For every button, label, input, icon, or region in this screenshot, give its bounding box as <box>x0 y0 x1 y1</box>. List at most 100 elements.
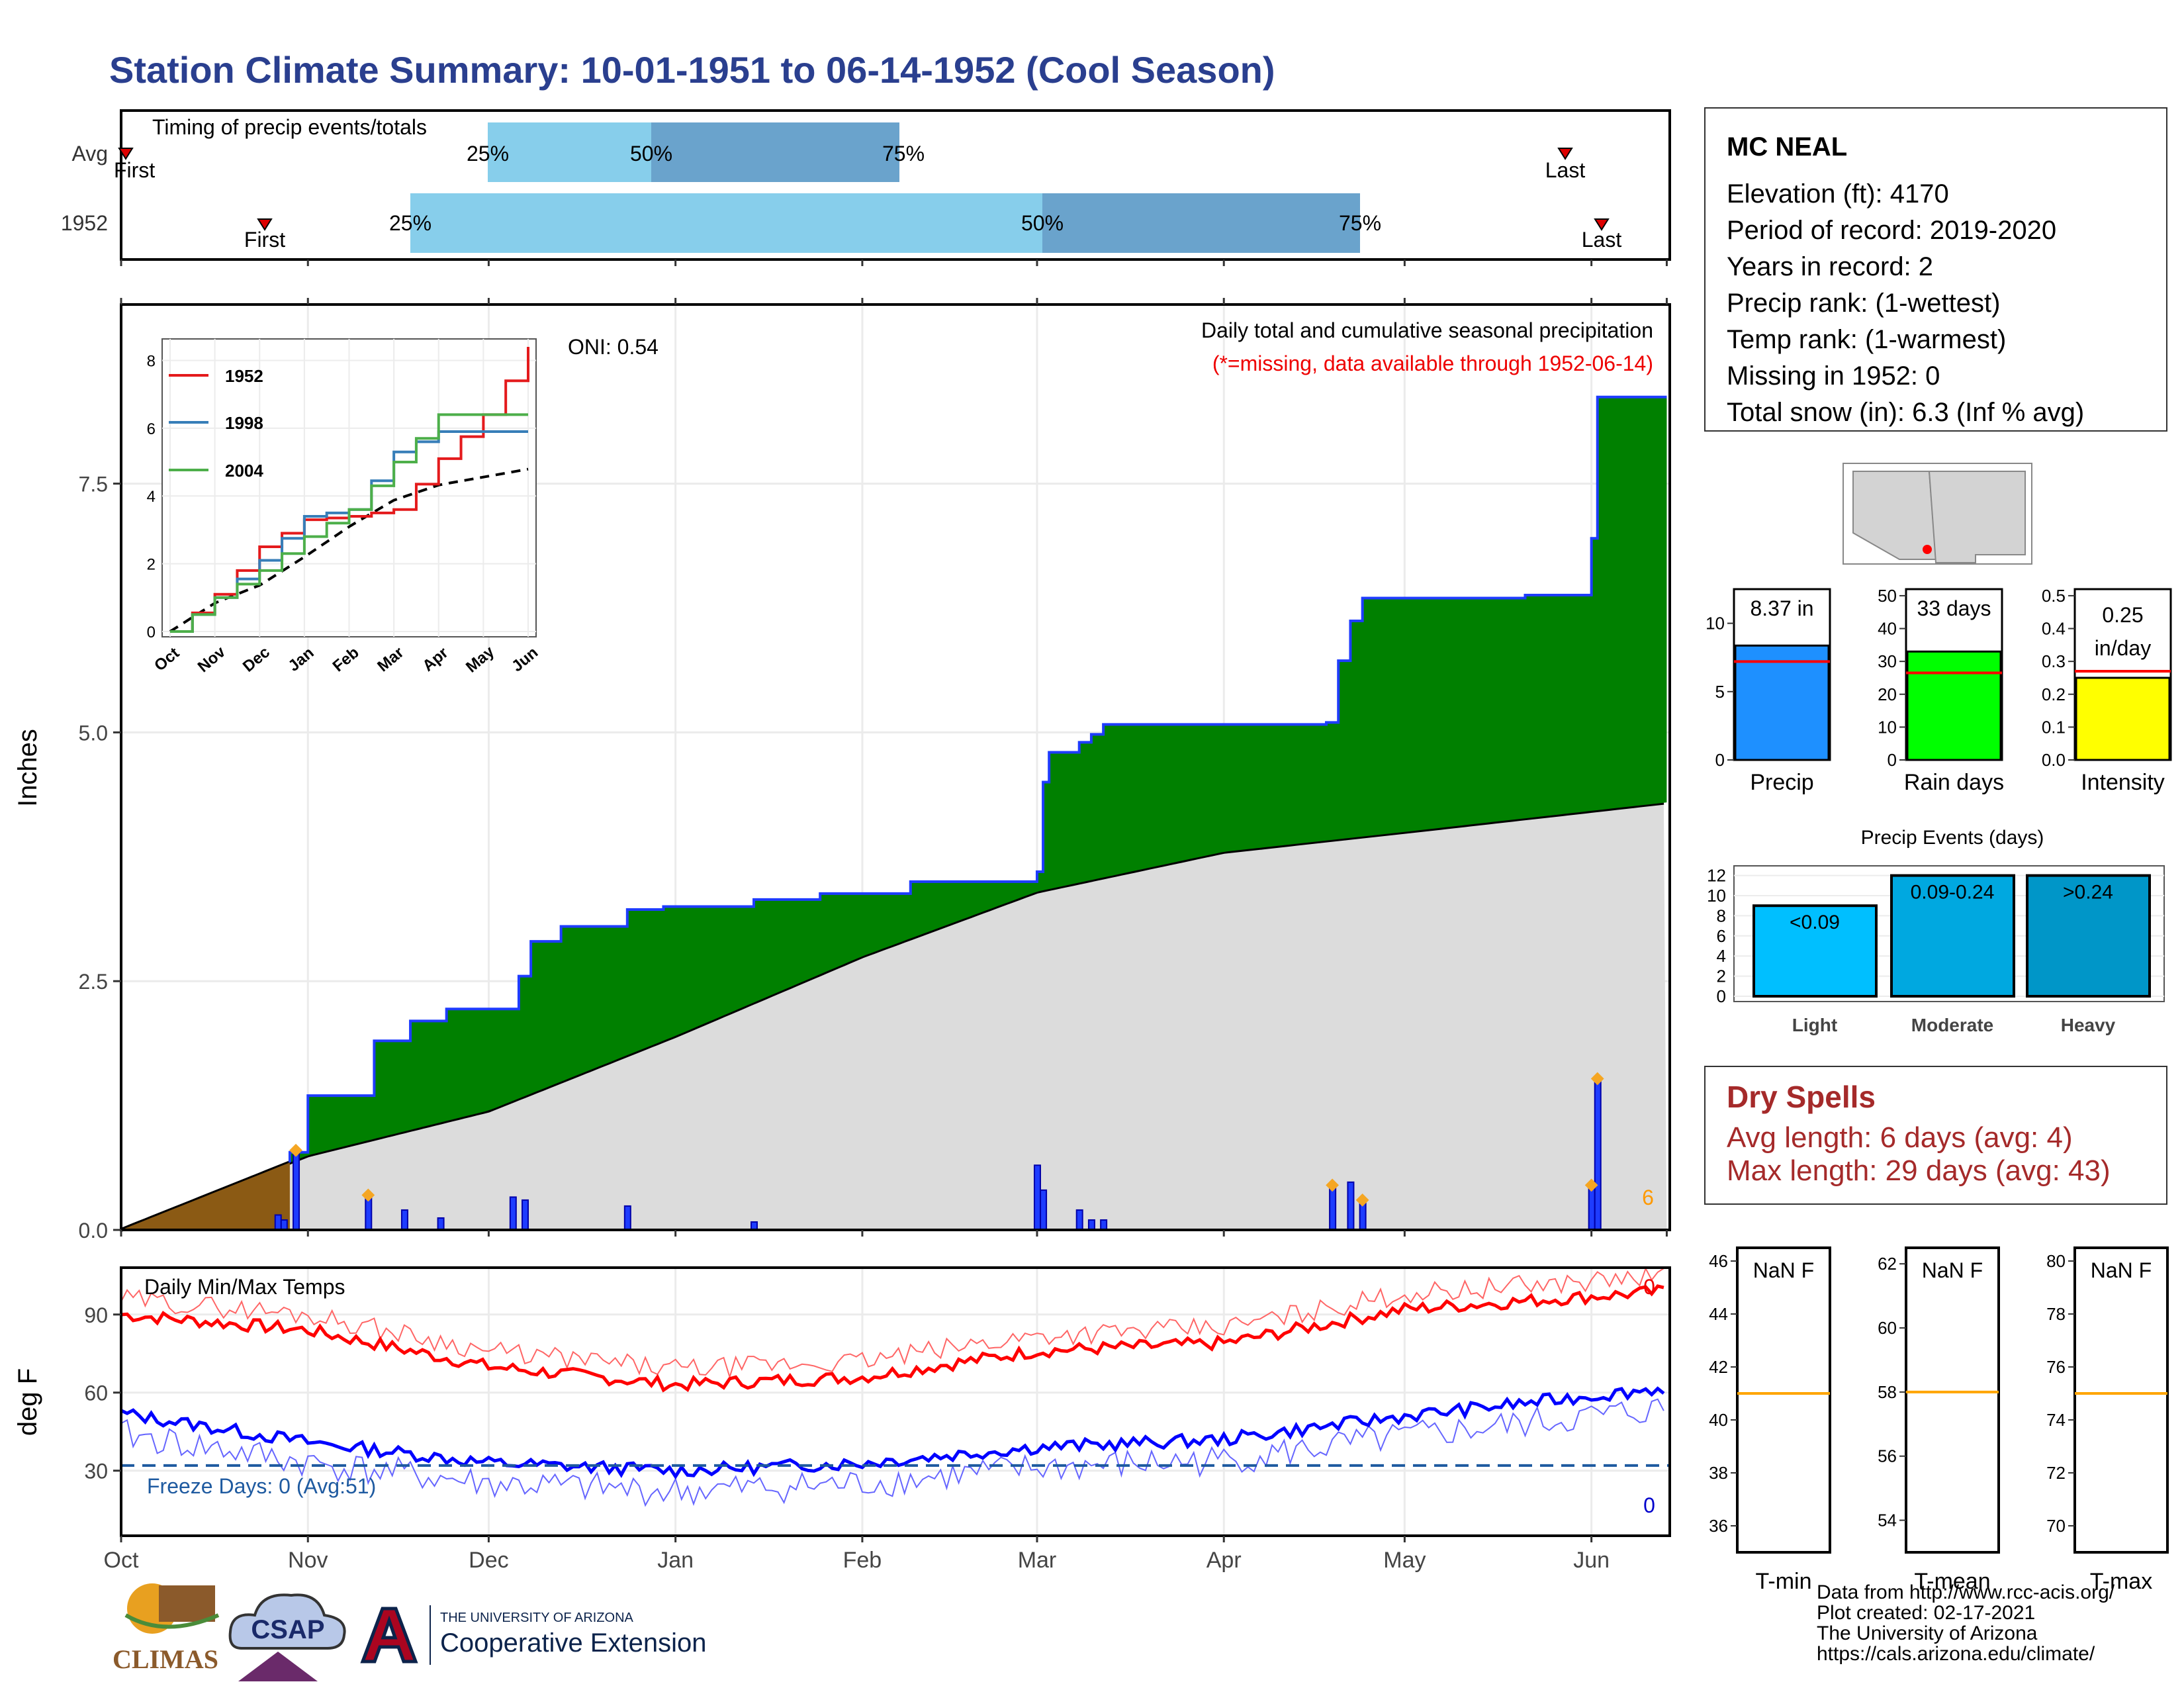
temp-box-value: NaN F <box>1922 1258 1983 1282</box>
y1952-first-label: First <box>244 228 285 252</box>
precip-y-label: Inches <box>13 729 42 807</box>
avg-max-temp-line <box>120 1266 1664 1380</box>
csap-cloud-icon <box>228 1593 346 1650</box>
inset-y-tick-label: 6 <box>147 420 156 438</box>
month-axis-labels: Oct Nov Dec Jan Feb Mar Apr May Jun <box>104 1536 1610 1573</box>
temp-box-frame-T-min <box>1736 1246 1831 1554</box>
station-total-snow: Total snow (in): 6.3 (Inf % avg) <box>1727 398 2085 427</box>
daily-precip-bar <box>437 1217 445 1231</box>
station-missing: Missing in 1952: 0 <box>1727 361 1940 391</box>
month-label-Nov: Nov <box>288 1548 328 1573</box>
daily-precip-bar <box>1588 1184 1596 1231</box>
station-period: Period of record: 2019-2020 <box>1727 216 2057 245</box>
mini-value-text: 8.37 in <box>1750 596 1813 620</box>
timing-title: Timing of precip events/totals <box>152 115 427 139</box>
events-x-label-Light: Light <box>1792 1015 1837 1035</box>
daily-precip-bar <box>274 1214 282 1231</box>
events-y-tick-label: 8 <box>1717 906 1726 925</box>
mini-label-Rain days: Rain days <box>1904 770 2004 795</box>
daily-precip-bar <box>1033 1164 1041 1231</box>
legend-1998-label: 1998 <box>225 413 263 433</box>
daily-precip-bar <box>293 1149 300 1231</box>
mini-label-Precip: Precip <box>1750 770 1813 795</box>
month-label-Dec: Dec <box>469 1548 508 1573</box>
snow-diamond-marker <box>361 1188 375 1202</box>
mini-value-bar <box>1734 644 1830 761</box>
station-elevation: Elevation (ft): 4170 <box>1727 179 1949 209</box>
inset-series-2004 <box>170 413 528 633</box>
mini-y-tick-label: 30 <box>1878 651 1897 671</box>
mini-y-tick-label: 20 <box>1878 684 1897 704</box>
month-label-Jun: Jun <box>1573 1548 1610 1573</box>
daily-precip-bar <box>1087 1219 1095 1231</box>
temp-box-y-tick-label: 70 <box>2046 1516 2066 1536</box>
mini-y-tick-label: 10 <box>1878 717 1897 737</box>
avg-q2-bar <box>651 122 899 182</box>
max-temp-count: 0 <box>1643 1275 1655 1299</box>
events-y-tick-label: 4 <box>1717 946 1726 966</box>
temp-box-frame-T-mean <box>1905 1246 2000 1554</box>
dry-spells-avg: Avg length: 6 days (avg: 4) <box>1727 1121 2073 1154</box>
temp-box-label-T-min: T-min <box>1756 1569 1812 1594</box>
temp-box-y-tick-label: 62 <box>1878 1254 1897 1274</box>
y1952-last-label: Last <box>1582 228 1622 252</box>
daily-precip-bar <box>280 1219 288 1231</box>
y1952-25-label: 25% <box>389 211 432 235</box>
temp-box-y-tick-label: 80 <box>2046 1251 2066 1271</box>
temp-box-y-tick-label: 76 <box>2046 1357 2066 1377</box>
inset-grid <box>162 339 536 637</box>
preseason-normal-area <box>121 1162 290 1230</box>
station-years: Years in record: 2 <box>1727 252 1934 281</box>
station-temp-rank: Temp rank: (1-warmest) <box>1727 325 2007 354</box>
temp-box-y-tick-label: 60 <box>1878 1318 1897 1338</box>
mini-y-tick-label: 50 <box>1878 586 1897 606</box>
min-temp-count: 0 <box>1643 1493 1655 1517</box>
footer-university: The University of Arizona <box>1817 1622 2038 1644</box>
temp-y-tick-label: 90 <box>84 1303 108 1327</box>
events-y-tick-label: 6 <box>1717 926 1726 946</box>
temp-box-y-tick-label: 44 <box>1709 1304 1728 1324</box>
mini-y-tick-label: 0.4 <box>2042 619 2066 639</box>
temp-plot-frame <box>120 1266 1671 1537</box>
footer-data-source: Data from http://www.rcc-acis.org/ <box>1817 1581 2115 1603</box>
y1952-75-label: 75% <box>1339 211 1381 235</box>
climas-logo: CLIMAS <box>113 1583 220 1674</box>
inset-lines <box>169 347 529 633</box>
temp-box-y-tick-label: 56 <box>1878 1446 1897 1466</box>
avg-last-label: Last <box>1545 158 1586 182</box>
temp-box-y-tick-label: 36 <box>1709 1516 1728 1536</box>
inset-y-tick-label: 4 <box>147 488 156 506</box>
precip-y-tick-label: 2.5 <box>79 970 108 994</box>
csap-mountain-icon <box>238 1652 318 1681</box>
csap-logo-text: CSAP <box>251 1615 324 1644</box>
new-mexico-shape <box>1928 471 2026 563</box>
observed-excess-area <box>289 397 1667 1163</box>
precip-chart: 0.0 2.5 5.0 7.5 Inches ONI: 0.54 Daily tota… <box>13 298 1671 1243</box>
events-y-tick-label: 12 <box>1707 866 1726 886</box>
month-label-Apr: Apr <box>1206 1548 1242 1573</box>
y1952-first-marker <box>257 218 273 231</box>
mini-label-Intensity: Intensity <box>2081 770 2165 795</box>
events-bar-Moderate <box>1890 874 2015 998</box>
mini-value-bar <box>1906 650 2002 761</box>
mini-y-tick-label: 0 <box>1715 750 1725 770</box>
mini-value-unit: in/day <box>2095 636 2151 660</box>
temp-y-label: deg F <box>13 1368 42 1436</box>
snow-diamond-marker <box>289 1143 302 1157</box>
legend-2004-label: 2004 <box>225 461 263 481</box>
temp-summary-boxes: 36 38 40 42 44 46 NaN F T-min 54 56 58 60 62 NaN F T-m… <box>1709 1246 2169 1594</box>
legend-1952-label: 1952 <box>225 366 263 386</box>
daily-precip-bar <box>1100 1219 1108 1231</box>
avg-min-temp-line <box>120 1398 1664 1507</box>
mini-y-tick-label: 0.3 <box>2042 651 2066 671</box>
temp-box-y-tick-label: 58 <box>1878 1382 1897 1402</box>
temp-box-y-tick-label: 78 <box>2046 1304 2066 1324</box>
mini-y-tick-label: 0.2 <box>2042 684 2066 704</box>
climas-swoosh-icon <box>124 1613 220 1629</box>
events-title: Precip Events (days) <box>1861 827 2044 849</box>
y1952-q1-bar <box>410 193 1042 253</box>
mini-y-tick-label: 0.0 <box>2042 750 2066 770</box>
observed-cumulative-line <box>288 395 1667 1163</box>
